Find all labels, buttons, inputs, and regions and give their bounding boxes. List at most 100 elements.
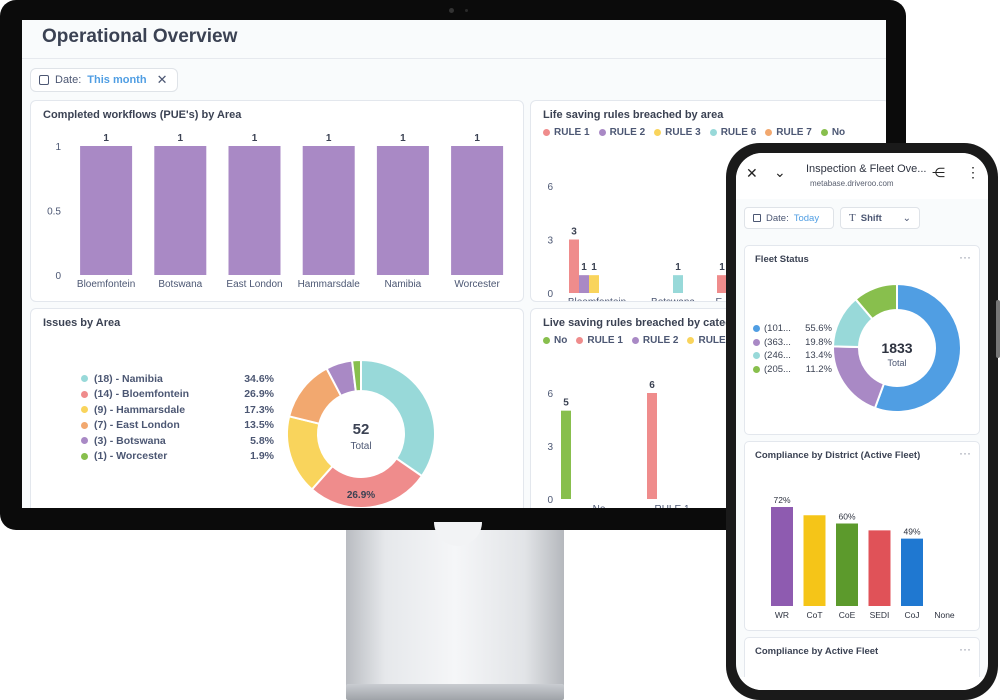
legend-label: (3) - Botswana: [94, 434, 166, 447]
x-tick-label: East London: [226, 279, 282, 290]
legend-percent: 5.8%: [250, 434, 274, 447]
bar: [868, 530, 891, 606]
legend-label: (7) - East London: [94, 419, 180, 432]
legend-item[interactable]: RULE 6: [709, 127, 757, 138]
phone-nav-bar: [736, 677, 988, 690]
bar: [561, 410, 571, 499]
legend-item[interactable]: RULE 1: [543, 127, 590, 138]
chevron-down-icon[interactable]: ⌄: [774, 164, 786, 180]
donut-total-label: Total: [887, 358, 906, 368]
date-filter-label: Date:: [766, 212, 789, 224]
y-tick-label: 1: [55, 142, 61, 153]
bar-value-label: 49%: [903, 527, 920, 537]
bar: [717, 275, 727, 293]
card-title: Fleet Status: [755, 254, 809, 265]
card-menu-icon[interactable]: ···: [959, 642, 971, 656]
donut-slice: [873, 282, 962, 413]
monitor-base: [346, 684, 564, 700]
legend-item[interactable]: (7) - East London 13.5%: [81, 418, 274, 434]
legend-percent: 13.5%: [244, 419, 274, 432]
card-menu-icon[interactable]: ···: [959, 446, 971, 460]
legend-label: (205...: [764, 363, 791, 375]
y-tick-label: 6: [547, 389, 553, 400]
legend-label: No: [831, 127, 846, 138]
legend-item[interactable]: (1) - Worcester 1.9%: [81, 449, 274, 465]
legend-label: RULE 1: [554, 127, 590, 138]
close-icon[interactable]: ✕: [746, 165, 758, 181]
legend-item[interactable]: (14) - Bloemfontein 26.9%: [81, 387, 274, 403]
bar: [836, 523, 858, 606]
legend-label: RULE 6: [720, 127, 757, 138]
bar-value-label: 5: [563, 398, 569, 409]
card-completed-workflows[interactable]: Completed workflows (PUE's) by Area 1 0.5…: [30, 100, 524, 302]
card-title: Issues by Area: [43, 317, 121, 329]
legend-item[interactable]: (3) - Botswana 5.8%: [81, 433, 274, 449]
bar-value-label: 3: [571, 227, 577, 238]
x-tick-label: Bloemfontein: [77, 279, 135, 290]
bar-value-label: 72%: [773, 495, 790, 505]
legend-percent: 17.3%: [244, 403, 274, 416]
card-fleet-status[interactable]: Fleet Status ··· (101... 55.6% (363... 19.8…: [744, 245, 980, 435]
legend-item[interactable]: (9) - Hammarsdale 17.3%: [81, 402, 274, 418]
date-filter[interactable]: Date: This month ✕: [30, 68, 179, 92]
chevron-down-icon: ⌄: [902, 212, 911, 224]
legend-item[interactable]: RULE 2: [598, 127, 645, 138]
legend-item[interactable]: (101... 55.6%: [753, 322, 832, 336]
title-divider: [22, 58, 886, 59]
chart-legend: RULE 1 RULE 2 RULE 3 RULE 6 RULE 7 No: [543, 127, 845, 138]
legend-item[interactable]: RULE 3: [654, 127, 701, 138]
bar-value-label: 1: [252, 133, 258, 144]
x-tick-label: Botswana: [158, 279, 202, 290]
more-vertical-icon[interactable]: ⋮: [966, 164, 980, 180]
legend-item[interactable]: (363... 19.8%: [753, 336, 832, 350]
card-issues-by-area[interactable]: Issues by Area (18) - Namibia 34.6% (14) -…: [30, 308, 524, 508]
legend-percent: 26.9%: [244, 388, 274, 401]
x-tick-label: CoJ: [904, 610, 919, 620]
donut-slice: [360, 358, 436, 478]
legend-label: RULE 1: [587, 335, 623, 346]
bar: [154, 146, 207, 275]
bar: [228, 146, 281, 275]
shift-filter[interactable]: T Shift ⌄: [840, 207, 920, 229]
legend-item[interactable]: No: [543, 335, 567, 346]
bar: [901, 538, 923, 606]
donut-total-value: 1833: [881, 340, 912, 356]
legend-label: (246...: [764, 350, 791, 362]
bar-value-label: 1: [581, 262, 587, 273]
legend-dot: [81, 375, 88, 383]
legend-dot: [753, 365, 760, 373]
text-icon: T: [849, 212, 856, 224]
legend-item[interactable]: (246... 13.4%: [753, 349, 832, 363]
legend-item[interactable]: No: [820, 127, 846, 138]
card-compliance-by-district[interactable]: Compliance by District (Active Fleet) ··…: [744, 441, 980, 631]
legend-item[interactable]: RULE 3: [687, 335, 734, 346]
legend-label: RULE 7: [776, 127, 812, 138]
legend-label: (101...: [764, 323, 791, 335]
legend-dot: [598, 129, 606, 136]
legend-item[interactable]: (18) - Namibia 34.6%: [81, 371, 274, 387]
legend-dot: [753, 352, 760, 360]
y-tick-label: 0: [55, 271, 61, 282]
bar: [451, 146, 504, 275]
y-tick-label: 6: [547, 182, 553, 193]
bar: [302, 146, 355, 275]
legend-item[interactable]: (205... 11.2%: [753, 363, 832, 377]
card-menu-icon[interactable]: ···: [959, 250, 971, 264]
bar: [579, 275, 589, 293]
issues-donut-chart: 52 Total 26.9%: [286, 358, 436, 508]
legend-item[interactable]: RULE 2: [631, 335, 678, 346]
legend-dot: [576, 337, 584, 344]
legend-item[interactable]: RULE 7: [765, 127, 812, 138]
close-icon[interactable]: ✕: [156, 72, 168, 87]
date-filter-value: This month: [87, 74, 147, 86]
legend-label: (9) - Hammarsdale: [94, 403, 186, 416]
bar: [673, 275, 683, 293]
legend-item[interactable]: RULE 1: [576, 335, 623, 346]
share-icon[interactable]: ⋲: [932, 165, 945, 180]
mobile-phone: ✕ ⌄ Inspection & Fleet Ove... metabase.d…: [726, 143, 998, 700]
legend-label: RULE 3: [698, 335, 735, 346]
legend-dot: [753, 338, 760, 346]
date-filter[interactable]: Date: Today: [744, 207, 834, 229]
